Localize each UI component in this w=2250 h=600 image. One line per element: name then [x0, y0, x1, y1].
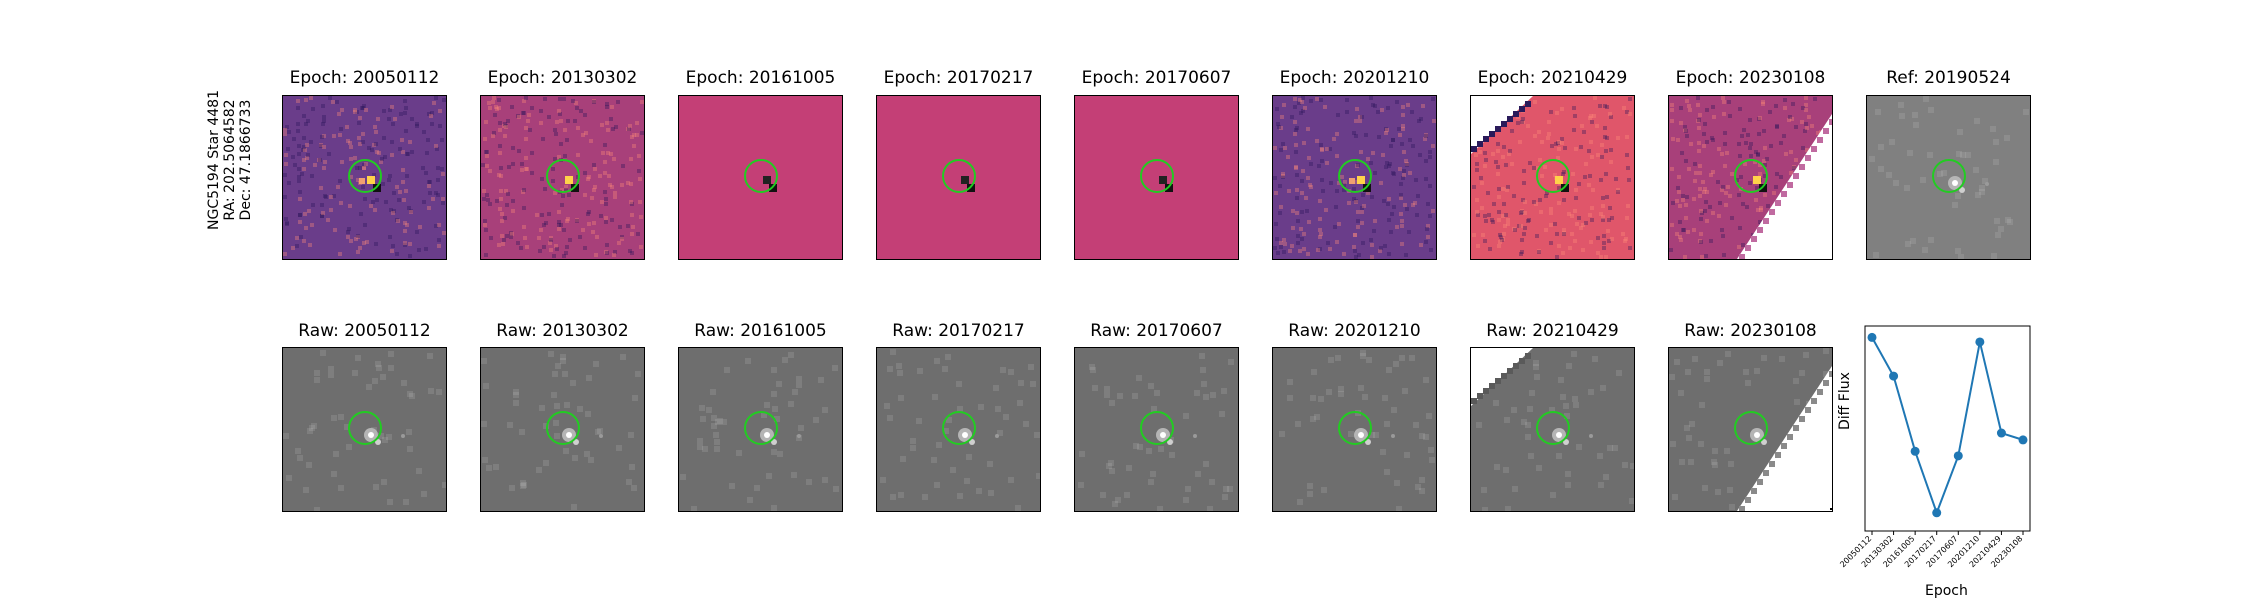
top-row-image-3	[876, 95, 1041, 260]
data-point-6	[1996, 428, 2006, 438]
bottom-row-title-4: Raw: 20170607	[1090, 321, 1223, 341]
star-info-label: NGC5194 Star 4481 RA: 202.5064582 Dec: 4…	[206, 60, 254, 260]
bottom-row-title-7: Raw: 20230108	[1684, 321, 1817, 341]
bottom-row-title-5: Raw: 20201210	[1288, 321, 1421, 341]
top-row-title-2: Epoch: 20161005	[685, 68, 836, 88]
top-row-image-2	[678, 95, 843, 260]
data-point-0	[1867, 332, 1877, 342]
chart-ylabel: Diff Flux	[1837, 372, 1853, 430]
stray-marker	[1830, 508, 1832, 510]
star-ra: RA: 202.5064582	[222, 99, 238, 221]
chart-frame	[1864, 325, 2031, 532]
bottom-row-title-1: Raw: 20130302	[496, 321, 629, 341]
data-point-4	[1953, 451, 1963, 461]
bottom-row-image-4	[1074, 347, 1239, 512]
top-row-title-1: Epoch: 20130302	[487, 68, 638, 88]
bottom-row-image-3	[876, 347, 1041, 512]
bottom-row-title-6: Raw: 20210429	[1486, 321, 1619, 341]
bottom-row-image-7	[1668, 347, 1833, 512]
top-row-image-1	[480, 95, 645, 260]
bottom-row-image-2	[678, 347, 843, 512]
data-point-7	[2018, 435, 2028, 445]
top-row-image-4	[1074, 95, 1239, 260]
diff-flux-chart: 2005011220130302201610052017021720170607…	[1838, 325, 2031, 569]
top-row-image-6	[1470, 95, 1635, 260]
data-point-2	[1910, 446, 1920, 456]
top-row-image-8	[1866, 95, 2031, 260]
top-row-title-0: Epoch: 20050112	[289, 68, 440, 88]
bottom-row-image-5	[1272, 347, 1437, 512]
bottom-row-image-0	[282, 347, 447, 512]
data-point-3	[1932, 508, 1942, 518]
series-line	[1871, 336, 2024, 516]
star-name: NGC5194 Star 4481	[206, 90, 222, 230]
top-row-title-3: Epoch: 20170217	[883, 68, 1034, 88]
bottom-row-title-0: Raw: 20050112	[298, 321, 431, 341]
top-row-image-7	[1668, 95, 1833, 260]
top-row-title-6: Epoch: 20210429	[1477, 68, 1628, 88]
top-row-title-8: Ref: 20190524	[1886, 68, 2011, 88]
top-row-title-4: Epoch: 20170607	[1081, 68, 1232, 88]
star-dec: Dec: 47.1866733	[238, 99, 254, 221]
bottom-row-title-3: Raw: 20170217	[892, 321, 1025, 341]
top-row-title-5: Epoch: 20201210	[1279, 68, 1430, 88]
data-point-1	[1889, 371, 1899, 381]
bottom-row-image-6	[1470, 347, 1635, 512]
top-row-image-0	[282, 95, 447, 260]
top-row-image-5	[1272, 95, 1437, 260]
bottom-row-image-1	[480, 347, 645, 512]
chart-xlabel: Epoch	[1925, 583, 1968, 599]
data-point-5	[1975, 337, 1985, 347]
top-row-title-7: Epoch: 20230108	[1675, 68, 1826, 88]
bottom-row-title-2: Raw: 20161005	[694, 321, 827, 341]
